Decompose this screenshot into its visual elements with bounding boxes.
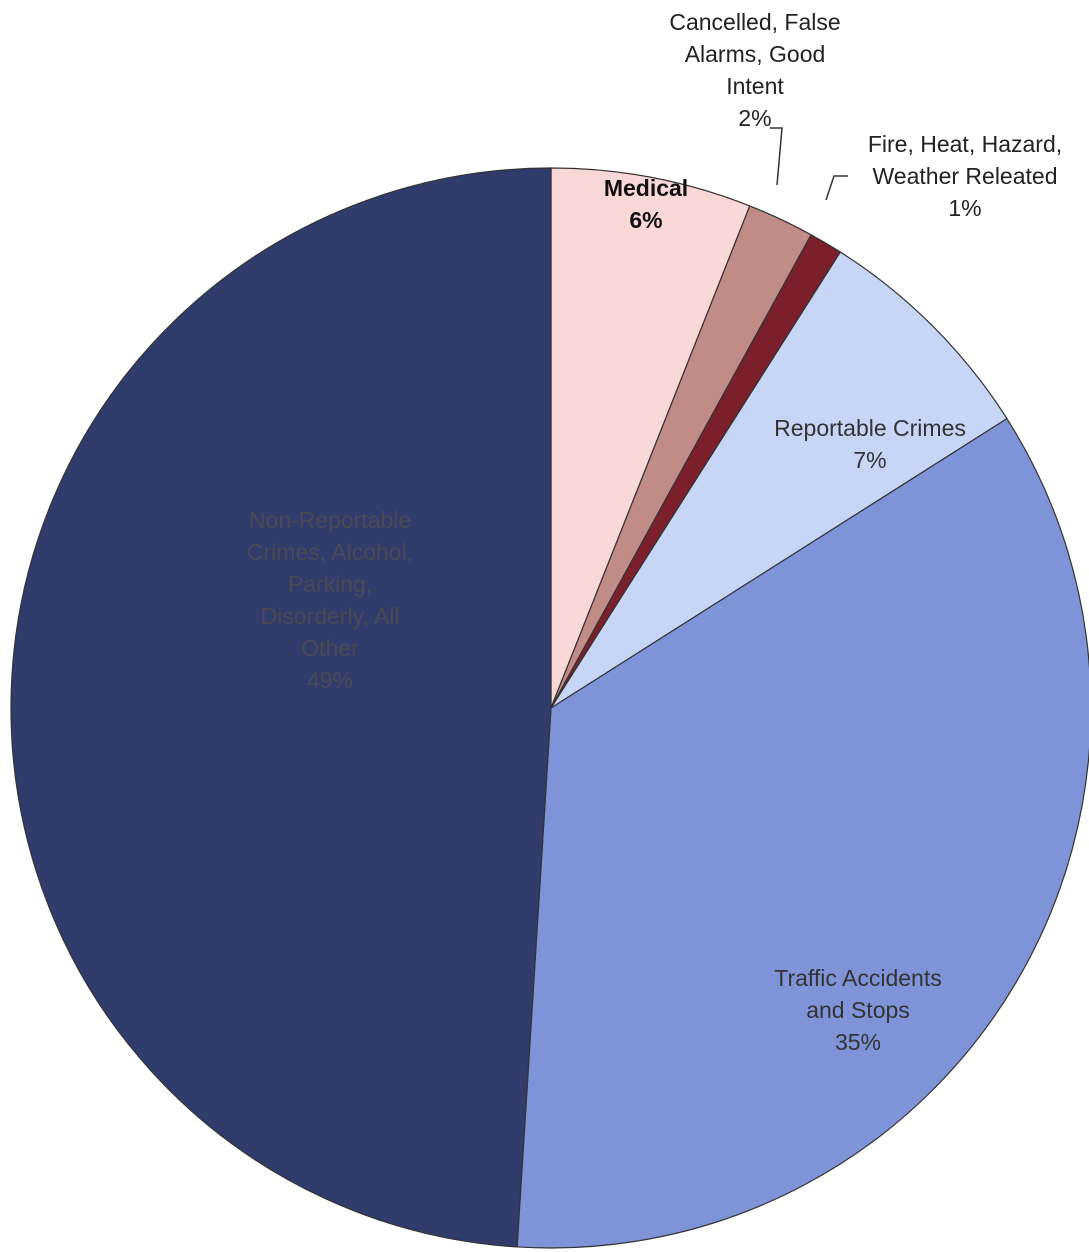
value-label: 1%	[948, 195, 982, 221]
pie-slice	[550, 167, 751, 709]
leader-line	[770, 127, 783, 186]
category-label: Traffic Accidents and Stops	[774, 965, 942, 1023]
value-label: 7%	[853, 447, 887, 473]
category-label: Medical	[603, 175, 689, 201]
slice-label: Reportable Crimes 7%	[720, 412, 1020, 476]
pie-slice	[550, 251, 1008, 709]
pie-slice	[516, 417, 1089, 1249]
slice-label: Fire, Heat, Hazard, Weather Releated 1%	[840, 128, 1089, 224]
value-label: 2%	[738, 105, 772, 131]
category-label: Non-Reportable Crimes, Alcohol, Parking,…	[246, 507, 414, 661]
leader-line	[825, 175, 848, 201]
pie-slice	[10, 167, 552, 1248]
value-label: 49%	[306, 667, 354, 693]
value-label: 35%	[834, 1029, 882, 1055]
category-label: Reportable Crimes	[774, 415, 966, 441]
slice-label: Non-Reportable Crimes, Alcohol, Parking,…	[240, 504, 420, 696]
category-label: Fire, Heat, Hazard, Weather Releated	[867, 131, 1063, 189]
slice-label: Traffic Accidents and Stops 35%	[758, 962, 958, 1058]
value-label: 6%	[629, 207, 663, 233]
category-label: Cancelled, False Alarms, Good Intent	[669, 9, 841, 99]
slice-label: Medical 6%	[546, 172, 746, 236]
slice-label: Cancelled, False Alarms, Good Intent 2%	[658, 6, 853, 134]
